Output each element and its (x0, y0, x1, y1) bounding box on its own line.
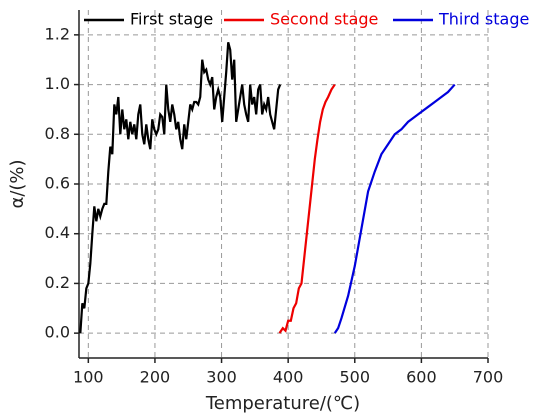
x-tick-label: 400 (273, 368, 304, 387)
y-tick-label: 0.4 (45, 223, 70, 242)
y-tick-label: 0.0 (45, 323, 70, 342)
x-tick-label: 700 (473, 368, 504, 387)
data-line (278, 83, 336, 334)
y-tick-label: 0.8 (45, 124, 70, 143)
legend-label: First stage (130, 10, 213, 29)
x-tick-label: 500 (340, 368, 371, 387)
data-line (333, 83, 456, 334)
legend-label: Second stage (270, 10, 378, 29)
y-tick-label: 1.0 (45, 74, 70, 93)
x-tick-label: 100 (73, 368, 104, 387)
y-axis-label: α/(%) (7, 159, 28, 208)
data-line (79, 42, 282, 334)
legend-label: Third stage (438, 10, 529, 29)
x-tick-label: 200 (140, 368, 171, 387)
y-tick-label: 0.2 (45, 273, 70, 292)
y-tick-label: 1.2 (45, 24, 70, 43)
y-tick-label: 0.6 (45, 174, 70, 193)
x-tick-label: 600 (406, 368, 437, 387)
x-axis-label: Temperature/(℃) (205, 393, 360, 414)
x-tick-label: 300 (206, 368, 237, 387)
